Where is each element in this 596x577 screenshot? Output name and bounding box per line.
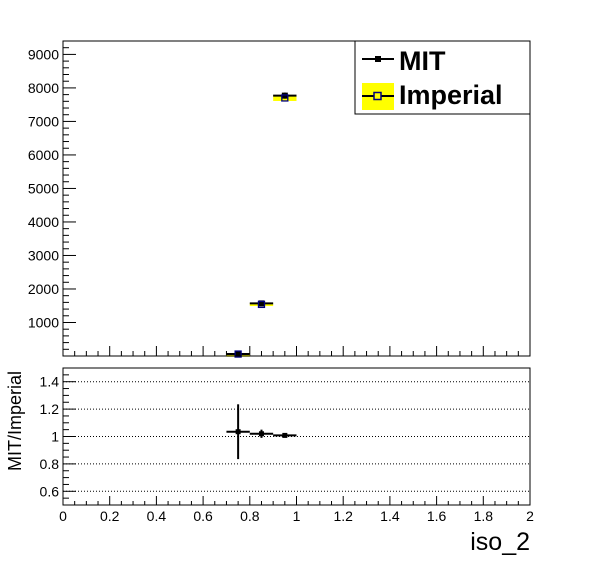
- ratio-x-tick-label: 0.6: [193, 508, 213, 524]
- ratio-data-marks: [226, 404, 297, 460]
- ratio-y-axis-title: MIT/Imperial: [5, 371, 25, 471]
- main-plot-panel: 1000 2000 3000 4000 5000 6000 7000 8000 9000: [28, 40, 531, 358]
- imperial-point: [281, 94, 289, 102]
- ratio-x-tick-label: 1: [293, 508, 301, 524]
- ratio-x-tick-label: 0: [59, 508, 67, 524]
- ratio-plot-panel: 0.6 0.8 1 1.2 1.4 0 0.2 0.4 0.6 0.8 1 1.2 1.4 1.6 1.8 2: [40, 367, 535, 524]
- ratio-plot-frame: [62, 367, 531, 506]
- legend-label-mit: MIT: [399, 46, 446, 76]
- ratio-point: [258, 431, 264, 437]
- main-y-tick-label: 5000: [28, 180, 59, 196]
- main-y-tick-label: 4000: [28, 214, 59, 230]
- ratio-y-tick-label: 0.8: [40, 456, 60, 472]
- ratio-x-tick-label: 0.8: [240, 508, 260, 524]
- ratio-x-tick-label: 2: [526, 508, 534, 524]
- legend-imperial-marker: [373, 91, 382, 101]
- imperial-point: [257, 300, 266, 309]
- main-y-tick-label: 9000: [28, 46, 59, 62]
- ratio-y-tick-label: 1: [51, 429, 59, 445]
- ratio-x-tick-label: 0.4: [147, 508, 167, 524]
- main-y-tick-label: 3000: [28, 247, 59, 263]
- main-y-tick-label: 1000: [28, 314, 59, 330]
- ratio-y-tick-label: 1.4: [40, 374, 60, 390]
- ratio-point: [282, 432, 288, 438]
- legend-entry-mit: MIT: [362, 46, 446, 76]
- legend-mit-marker: [375, 56, 381, 62]
- ratio-axis-ticks: 0.6 0.8 1 1.2 1.4 0 0.2 0.4 0.6 0.8 1 1.2 1.4 1.6 1.8 2: [40, 374, 535, 524]
- legend-entry-imperial: Imperial: [362, 80, 503, 110]
- mit-point: [281, 92, 288, 99]
- main-plot-frame: [62, 40, 531, 357]
- main-y-tick-label: 2000: [28, 281, 59, 297]
- main-data-marks: [226, 92, 297, 358]
- legend: MIT Imperial: [354, 40, 531, 115]
- main-y-tick-label: 7000: [28, 113, 59, 129]
- ratio-x-tick-label: 1.8: [474, 508, 494, 524]
- ratio-x-tick-label: 1.6: [427, 508, 447, 524]
- main-y-tick-label: 6000: [28, 147, 59, 163]
- ratio-y-tick-label: 1.2: [40, 401, 60, 417]
- ratio-x-tick-label: 1.2: [333, 508, 353, 524]
- ratio-point: [235, 429, 241, 435]
- main-y-tick-label: 8000: [28, 80, 59, 96]
- ratio-y-tick-label: 0.6: [40, 483, 60, 499]
- legend-label-imperial: Imperial: [399, 80, 503, 110]
- mit-point: [235, 350, 242, 357]
- ratio-x-tick-label: 1.4: [380, 508, 400, 524]
- ratio-grid: [63, 381, 530, 492]
- x-axis-title: iso_2: [470, 528, 530, 556]
- ratio-x-tick-label: 0.2: [100, 508, 120, 524]
- main-axis-ticks: 1000 2000 3000 4000 5000 6000 7000 8000 9000: [28, 46, 531, 356]
- mit-point: [258, 300, 265, 307]
- imperial-point: [234, 350, 242, 358]
